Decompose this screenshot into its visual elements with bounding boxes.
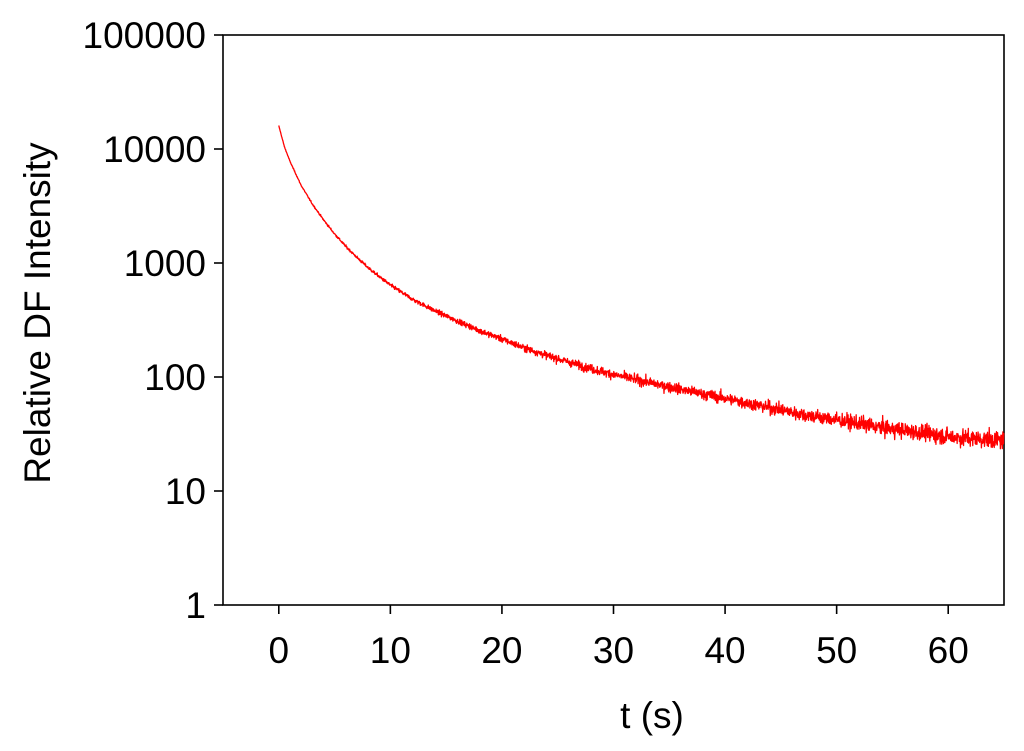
y-tick-label: 10 [165,471,206,512]
y-axis-title: Relative DF Intensity [17,142,58,484]
x-axis-title: t (s) [620,695,684,736]
ticks-layer: 0 10 20 30 40 50 60 1 10 100 1000 10000 100000 [83,15,969,671]
series-line [278,125,1005,450]
x-tick-label: 0 [268,630,289,671]
x-tick-label: 40 [704,630,745,671]
y-tick-label: 100000 [83,15,206,56]
plot-frame [222,34,1005,606]
y-tick-label: 1 [185,585,206,626]
x-tick-label: 20 [481,630,522,671]
y-tick-label: 1000 [124,243,206,284]
y-tick-label: 10000 [103,129,206,170]
x-tick-label: 60 [928,630,969,671]
y-tick-label: 100 [144,357,206,398]
x-tick-label: 10 [370,630,411,671]
x-tick-label: 30 [593,630,634,671]
series-layer [278,125,1005,450]
x-tick-label: 50 [816,630,857,671]
